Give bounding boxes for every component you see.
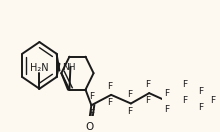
Text: F: F — [107, 82, 112, 91]
Text: F: F — [90, 92, 95, 101]
Text: F: F — [211, 96, 216, 105]
Text: F: F — [90, 109, 95, 117]
Text: H₂N: H₂N — [30, 63, 49, 73]
Text: F: F — [107, 98, 112, 107]
Text: F: F — [198, 103, 203, 112]
Text: F: F — [164, 89, 169, 98]
Text: F: F — [127, 107, 132, 116]
Text: F: F — [127, 90, 132, 99]
Text: O: O — [86, 122, 94, 132]
Text: F: F — [164, 105, 169, 114]
Text: F: F — [182, 80, 187, 89]
Text: NH: NH — [62, 63, 75, 72]
Text: F: F — [145, 80, 150, 89]
Text: F: F — [198, 87, 203, 96]
Text: F: F — [145, 96, 150, 105]
Text: F: F — [182, 96, 187, 105]
